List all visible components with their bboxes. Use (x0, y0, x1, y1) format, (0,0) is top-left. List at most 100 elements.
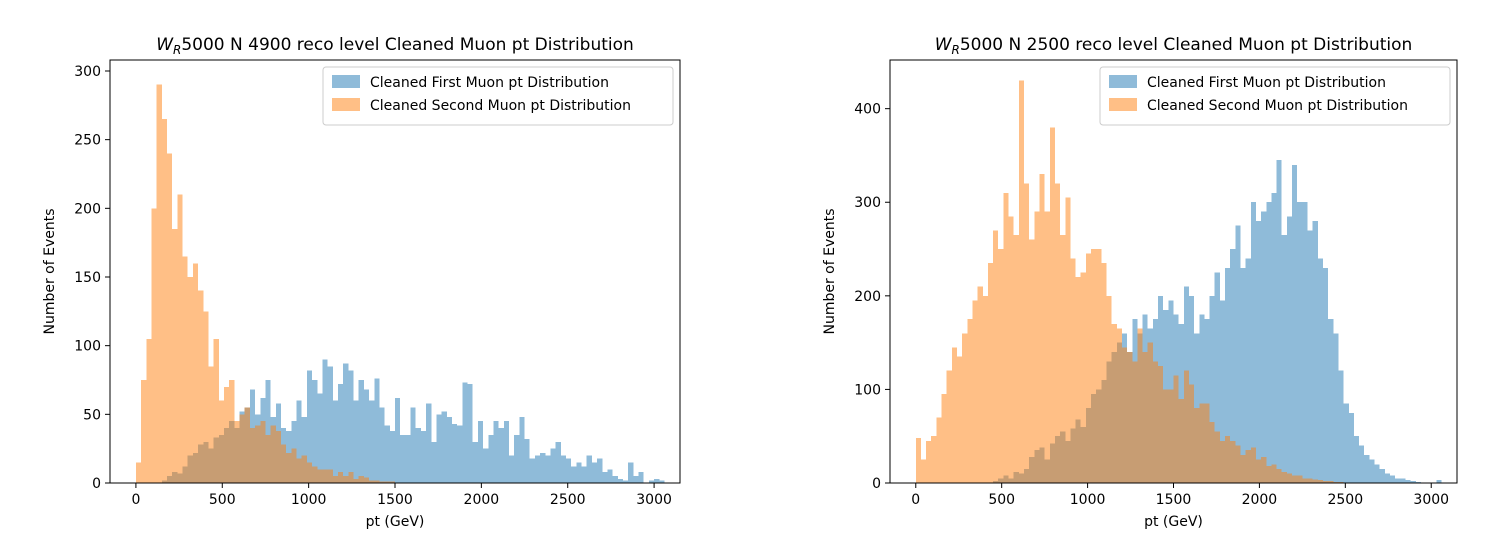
chart-panel-right: 0 500 1000 1500 2000 2500 3000 0 100 200 300 400 pt … (750, 0, 1500, 555)
histogram-bar (1364, 454, 1370, 483)
histogram-bar (1436, 480, 1442, 483)
histogram-bar (374, 378, 380, 483)
histogram-bar (534, 455, 541, 483)
histogram-bar (982, 295, 988, 483)
histogram-bar (379, 481, 385, 483)
legend: Cleaned First Muon pt Distribution Cleane… (1099, 66, 1451, 126)
histogram-bar (1142, 351, 1148, 483)
chart-panel-left: 0 500 1000 1500 2000 2500 3000 0 50 100 150 200 250 3… (42, 35, 681, 530)
histogram-bar (1219, 440, 1226, 483)
histogram-bar (446, 417, 452, 483)
histogram-bar (1307, 230, 1313, 483)
histogram-bar (967, 319, 973, 483)
histogram-bar (1379, 468, 1385, 483)
histogram-bar (348, 370, 354, 483)
histogram-bar (239, 414, 245, 483)
y-tick-label: 100 (74, 339, 101, 355)
histogram-bar (141, 379, 147, 483)
histogram-bar (1163, 389, 1169, 483)
histogram-bar (1091, 249, 1097, 483)
histogram-bar (369, 480, 375, 483)
y-tick-label: 200 (74, 201, 101, 217)
histogram-bar (1173, 375, 1179, 483)
histogram-bar (993, 230, 999, 483)
histogram-bar (1250, 447, 1256, 483)
histogram-bar (1384, 473, 1390, 483)
histogram-bar (1276, 160, 1282, 483)
histogram-bar (1312, 220, 1318, 483)
histogram-bar (659, 480, 665, 483)
histogram-bar (270, 425, 276, 483)
histogram-chart-right: 0 500 1000 1500 2000 2500 3000 0 100 200 300 400 pt … (822, 35, 1458, 530)
histogram-bar (1106, 295, 1112, 483)
histogram-bar (1158, 366, 1164, 483)
histogram-bar (514, 434, 520, 483)
histogram-bar (343, 363, 349, 483)
histogram-bar (1054, 183, 1061, 483)
histogram-bar (1240, 267, 1246, 483)
histogram-bar (1219, 300, 1226, 483)
histogram-bar (156, 84, 162, 483)
histogram-bar (436, 414, 442, 483)
histogram-bar (1034, 211, 1040, 483)
histogram-chart-left: 0 500 1000 1500 2000 2500 3000 0 50 100 150 200 250 3… (42, 35, 681, 530)
histogram-bar (1127, 351, 1133, 483)
histogram-bar (1286, 216, 1293, 483)
histogram-bar (301, 417, 307, 483)
histogram-bar (203, 311, 209, 483)
legend-label: Cleaned Second Muon pt Distribution (370, 98, 631, 114)
histogram-bar (213, 338, 219, 483)
histogram-bar (1317, 480, 1323, 483)
y-tick-label: 200 (854, 289, 881, 305)
histogram-bar (1029, 239, 1035, 483)
histogram-bar (400, 434, 406, 483)
histogram-bar (977, 286, 983, 483)
x-tick-label: 2000 (464, 492, 500, 508)
histogram-bar (426, 403, 432, 483)
x-tick-label: 1500 (1156, 492, 1192, 508)
histogram-bar (395, 397, 401, 483)
histogram-bar (1008, 216, 1014, 483)
histogram-bar (1266, 202, 1272, 483)
x-tick-label: 2500 (550, 492, 586, 508)
x-axis-label: pt (GeV) (1144, 514, 1203, 530)
histogram-bar (275, 430, 281, 483)
histogram-bar (317, 469, 323, 483)
histogram-bar (1116, 328, 1122, 483)
histogram-bar (1085, 253, 1092, 483)
histogram-bar (550, 448, 556, 483)
histogram-bar (1400, 478, 1406, 483)
histogram-bar (1013, 235, 1019, 483)
histogram-bar (493, 421, 499, 483)
histogram-bar (379, 407, 385, 483)
histogram-bar (1132, 361, 1138, 483)
histogram-bar (477, 421, 484, 483)
legend-label: Cleaned Second Muon pt Distribution (1147, 98, 1408, 114)
legend-swatch (1109, 75, 1137, 88)
histogram-bar (998, 249, 1004, 483)
y-tick-label: 250 (74, 133, 101, 149)
histogram-bar (1209, 422, 1215, 483)
histogram-bar (1147, 342, 1153, 483)
histogram-bar (332, 476, 338, 483)
y-tick-label: 100 (854, 382, 881, 398)
histogram-bar (322, 469, 328, 483)
histogram-bar (182, 256, 188, 483)
histogram-bar (1261, 211, 1267, 483)
histogram-bar (597, 458, 603, 483)
histogram-bar (172, 228, 178, 483)
histogram-bar (1080, 272, 1086, 483)
histogram-bar (405, 434, 411, 483)
histogram-bar (586, 455, 592, 483)
x-tick-label: 1000 (291, 492, 327, 508)
histogram-bar (941, 394, 947, 483)
histogram-bar (623, 480, 629, 483)
histogram-bar (151, 208, 157, 483)
histogram-bar (296, 458, 302, 483)
histogram-bar (951, 347, 958, 483)
x-tick-label: 3000 (1413, 492, 1449, 508)
histogram-bar (1322, 267, 1329, 483)
histogram-bar (301, 455, 307, 483)
bars-group (135, 84, 665, 483)
histogram-bar (353, 478, 359, 483)
